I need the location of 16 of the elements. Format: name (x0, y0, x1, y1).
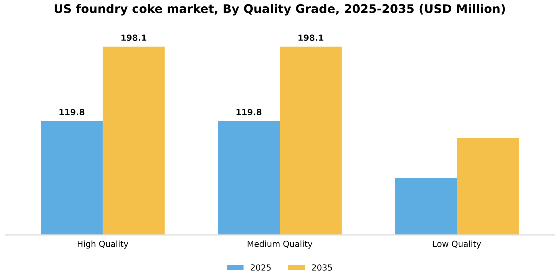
bar (457, 138, 519, 236)
bar (102, 46, 165, 236)
chart-title: US foundry coke market, By Quality Grade, 2025-2035 (USD Million) (54, 4, 506, 16)
data-label: 119.8 (236, 109, 262, 116)
x-tick-label: Low Quality (433, 240, 482, 249)
legend-label: 2035 (312, 264, 332, 271)
data-label: 198.1 (298, 34, 324, 42)
legend-label: 2025 (251, 264, 271, 271)
bar (218, 121, 280, 236)
bar (41, 121, 103, 236)
bar (280, 46, 342, 236)
x-tick-label: High Quality (78, 240, 129, 249)
data-label: 198.1 (122, 34, 147, 42)
x-tick-label: Medium Quality (248, 240, 313, 249)
data-label: 119.8 (60, 109, 85, 116)
bar (395, 178, 458, 236)
